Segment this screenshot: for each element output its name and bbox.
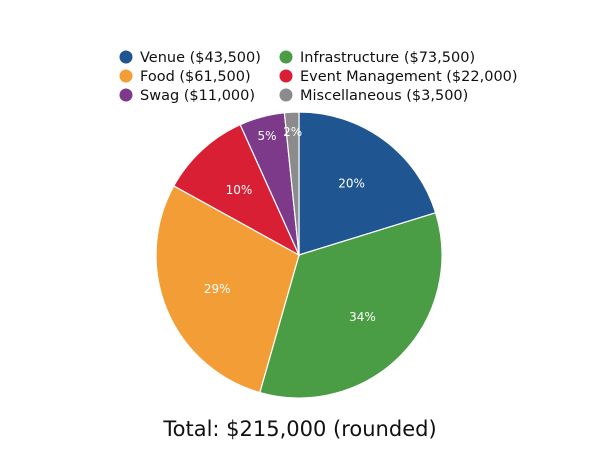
legend-label-food: Food ($61,500) [140,69,251,85]
pie-outline [155,111,443,399]
legend-label-event-management: Event Management ($22,000) [300,69,518,85]
legend-marker-venue [119,50,133,64]
pie-label-event-management: 10% [226,183,253,197]
pie-label-infrastructure: 34% [349,310,376,324]
legend: Venue ($43,500) Infrastructure ($73,500) F… [119,50,518,104]
legend-marker-event-management [279,69,293,83]
pie-label-venue: 20% [338,177,365,191]
legend-label-infrastructure: Infrastructure ($73,500) [300,50,475,66]
legend-marker-food [119,69,133,83]
pie-slice-labels: 20% 34% 29% 10% 5% 2% [204,125,376,324]
legend-label-swag: Swag ($11,000) [140,88,255,104]
legend-marker-miscellaneous [279,88,293,102]
legend-label-miscellaneous: Miscellaneous ($3,500) [300,88,468,104]
pie-label-food: 29% [204,282,231,296]
pie-label-miscellaneous: 2% [283,125,302,139]
pie-slices [155,111,443,399]
pie-label-swag: 5% [257,129,276,143]
chart-total-caption: Total: $215,000 (rounded) [162,417,436,441]
legend-label-venue: Venue ($43,500) [140,50,261,66]
legend-marker-infrastructure [279,50,293,64]
legend-marker-swag [119,88,133,102]
